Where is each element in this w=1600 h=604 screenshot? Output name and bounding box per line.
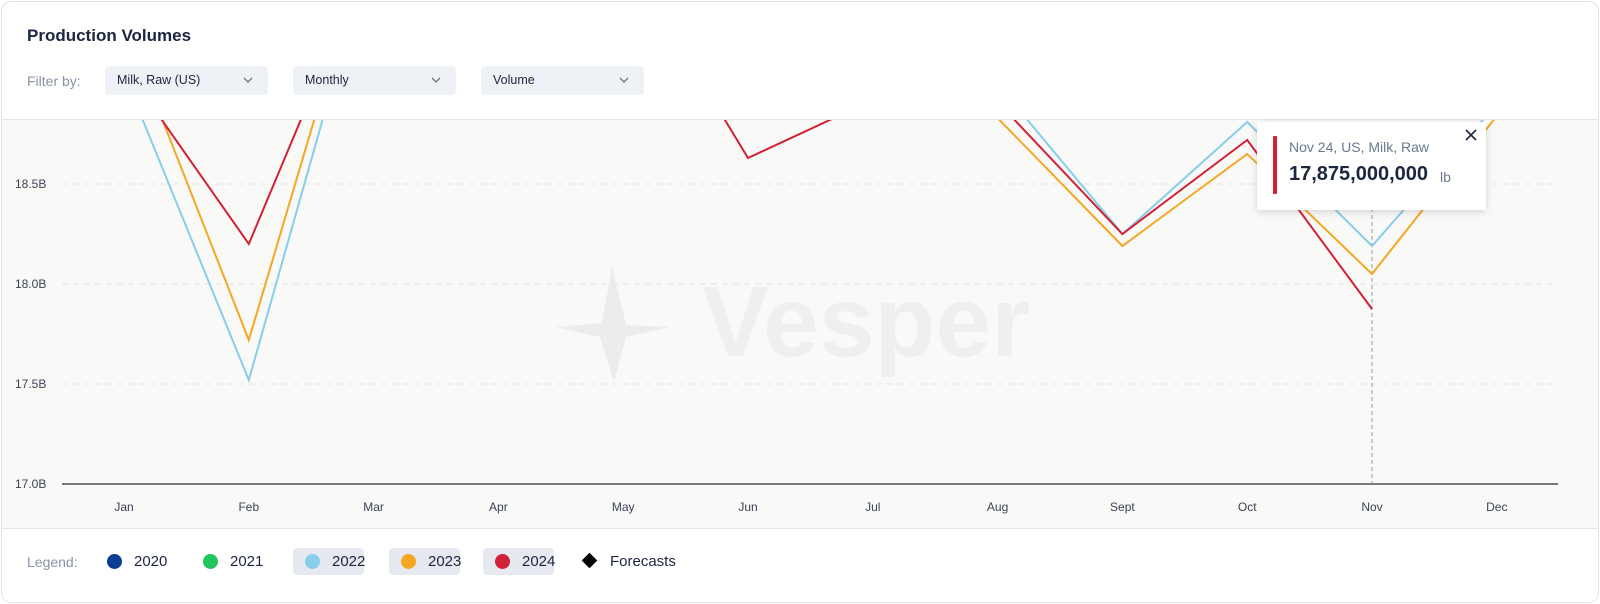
- x-tick-label: Nov: [1361, 500, 1382, 514]
- measure-select-value: Volume: [493, 73, 535, 87]
- data-tooltip: Nov 24, US, Milk, Raw 17,875,000,000 lb: [1257, 122, 1486, 210]
- filter-label: Filter by:: [27, 73, 81, 89]
- frequency-select-value: Monthly: [305, 73, 349, 87]
- chevron-down-icon: [431, 77, 441, 83]
- commodity-select[interactable]: Milk, Raw (US): [105, 66, 268, 95]
- legend-item-label: Forecasts: [610, 553, 676, 570]
- legend-dot-icon: [495, 554, 510, 569]
- series-line-2024[interactable]: [124, 120, 1373, 310]
- x-tick-label: Jan: [114, 500, 133, 514]
- y-tick-label: 18.5B: [15, 177, 46, 191]
- x-tick-label: Jul: [865, 500, 880, 514]
- close-icon[interactable]: [1462, 126, 1480, 144]
- watermark-text: Vesper: [702, 266, 1030, 378]
- legend-item-2024[interactable]: 2024: [483, 548, 556, 575]
- y-tick-label: 17.5B: [15, 377, 46, 391]
- diamond-icon: [581, 552, 598, 569]
- frequency-select[interactable]: Monthly: [293, 66, 456, 95]
- y-tick-label: 17.0B: [15, 477, 46, 491]
- x-tick-label: Mar: [363, 500, 384, 514]
- legend-dot-icon: [401, 554, 416, 569]
- legend-item-forecasts[interactable]: Forecasts: [571, 548, 681, 575]
- x-tick-label: Oct: [1238, 500, 1257, 514]
- x-tick-label: Apr: [489, 500, 508, 514]
- legend-dot-icon: [305, 554, 320, 569]
- legend-item-2021[interactable]: 2021: [191, 548, 273, 575]
- x-tick-label: Sept: [1110, 500, 1135, 514]
- tooltip-title: Nov 24, US, Milk, Raw: [1289, 139, 1430, 155]
- chevron-down-icon: [243, 77, 253, 83]
- legend-item-2022[interactable]: 2022: [293, 548, 366, 575]
- legend-item-label: 2023: [428, 553, 462, 570]
- page-title: Production Volumes: [27, 26, 192, 45]
- x-tick-label: May: [612, 500, 635, 514]
- tooltip-color-bar: [1273, 136, 1277, 194]
- legend-label: Legend:: [27, 554, 78, 570]
- y-tick-label: 18.0B: [15, 277, 46, 291]
- x-tick-label: Feb: [238, 500, 259, 514]
- commodity-select-value: Milk, Raw (US): [117, 73, 201, 87]
- measure-select[interactable]: Volume: [481, 66, 644, 95]
- legend-item-label: 2021: [230, 553, 264, 570]
- legend-item-label: 2020: [134, 553, 168, 570]
- legend-item-label: 2024: [522, 553, 556, 570]
- legend-dot-icon: [203, 554, 218, 569]
- legend-item-label: 2022: [332, 553, 366, 570]
- vesper-watermark: Vesper: [555, 266, 1030, 382]
- tooltip-unit: lb: [1440, 169, 1451, 185]
- x-tick-label: Jun: [738, 500, 757, 514]
- tooltip-value: 17,875,000,000: [1289, 163, 1429, 185]
- legend-item-2020[interactable]: 2020: [95, 548, 177, 575]
- chevron-down-icon: [619, 77, 629, 83]
- legend-item-2023[interactable]: 2023: [389, 548, 462, 575]
- legend-dot-icon: [107, 554, 122, 569]
- x-tick-label: Aug: [987, 500, 1008, 514]
- x-tick-label: Dec: [1486, 500, 1507, 514]
